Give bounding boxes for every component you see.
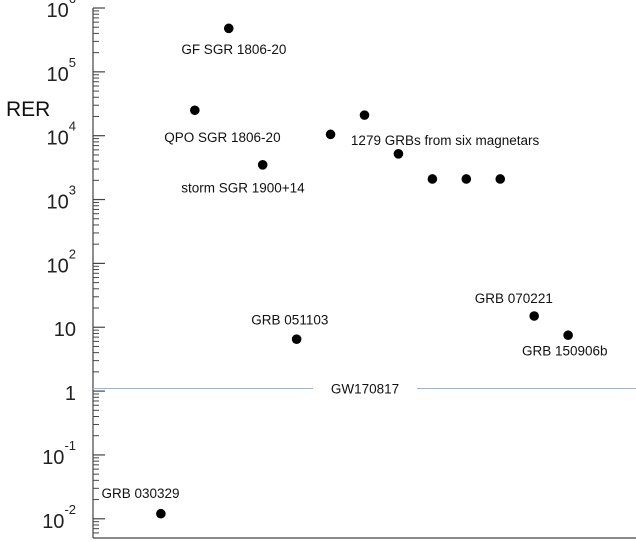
y-tick-exponent: 2: [69, 246, 76, 261]
data-point: [359, 110, 370, 120]
y-tick-base: 10: [47, 0, 69, 22]
data-point: [563, 330, 573, 341]
y-tick-label: 105: [47, 55, 76, 86]
y-tick-label: 103: [47, 183, 76, 214]
reference-line-label: GW170817: [331, 381, 399, 396]
point-annotation: GRB 030329: [101, 486, 179, 501]
y-axis-label: RER: [6, 98, 50, 121]
y-tick-label: 10-2: [42, 502, 76, 533]
data-points: [156, 23, 573, 519]
y-tick-exponent: 4: [69, 119, 76, 134]
point-annotation: GRB 051103: [251, 313, 328, 328]
y-tick-label: 10: [54, 319, 76, 341]
y-tick-label: 10-1: [42, 438, 76, 469]
y-tick-exponent: 3: [69, 183, 76, 198]
data-point: [427, 174, 438, 184]
data-point: [393, 149, 404, 159]
data-point: [190, 105, 200, 116]
point-annotation: 1279 GRBs from six magnetars: [351, 133, 540, 148]
y-tick-base: 10: [47, 192, 69, 214]
y-tick-base: 1: [65, 383, 76, 405]
point-annotation: QPO SGR 1806-20: [164, 130, 280, 145]
data-point: [461, 174, 472, 184]
data-point: [156, 508, 166, 519]
point-annotation: storm SGR 1900+14: [181, 180, 305, 195]
data-point: [257, 160, 268, 170]
y-tick-base: 10: [54, 319, 76, 341]
y-tick-base: 10: [42, 447, 64, 469]
y-tick-base: 10: [47, 64, 69, 86]
y-tick-base: 10: [42, 511, 64, 533]
y-tick-exponent: 6: [69, 0, 76, 6]
axes: 10-210-1110102103104105106: [42, 0, 636, 539]
point-annotation: GRB 070221: [475, 291, 553, 306]
y-tick-exponent: 5: [69, 55, 76, 70]
y-tick-label: 106: [47, 0, 76, 22]
data-point: [495, 174, 506, 184]
data-point: [291, 334, 302, 344]
y-tick-label: 102: [47, 246, 76, 277]
point-annotation: GF SGR 1806-20: [181, 42, 286, 57]
data-point: [325, 129, 336, 140]
y-tick-label: 104: [47, 119, 76, 150]
annotations: GF SGR 1806-20 QPO SGR 1806-20 storm SGR 1…: [101, 42, 607, 501]
y-tick-base: 10: [47, 128, 69, 150]
data-point: [223, 23, 234, 34]
point-annotation: GRB 150906b: [522, 344, 608, 359]
y-tick-base: 10: [47, 255, 69, 277]
data-point: [529, 311, 539, 321]
y-tick-exponent: -2: [64, 502, 76, 517]
y-tick-exponent: -1: [64, 438, 76, 453]
y-tick-label: 1: [65, 383, 76, 405]
reference-line-group: GW170817: [93, 381, 636, 396]
